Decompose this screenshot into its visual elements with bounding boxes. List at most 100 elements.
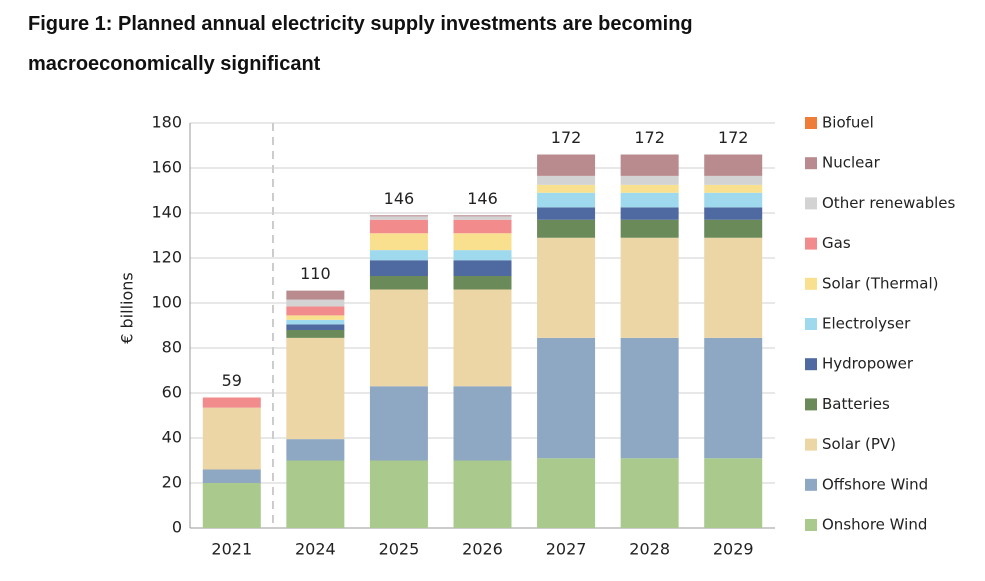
legend-swatch [805,519,817,531]
bar-segment [453,215,512,217]
y-tick-label: 60 [162,383,182,402]
bar-segment [537,458,596,528]
bar-segment [202,469,261,483]
bar-segment [453,260,512,276]
bar-segment [286,319,345,325]
x-tick-label: 2026 [462,540,503,559]
legend-swatch [805,358,817,371]
bar-segment [286,324,345,330]
legend-label: Biofuel [822,114,874,132]
legend-label: Solar (PV) [822,435,896,453]
bar-segment [620,458,679,528]
legend-swatch [805,318,817,330]
x-tick-label: 2024 [295,540,336,559]
bar-segment [537,184,596,193]
bar-segment [286,306,345,316]
legend-label: Onshore Wind [822,516,927,534]
total-label: 146 [384,189,415,208]
legend-label: Gas [822,234,851,252]
bar-segment [369,250,428,261]
bar-segment [537,154,596,176]
bar-segment [704,192,763,208]
bar-segment [704,154,763,176]
legend-swatch [805,478,817,491]
x-tick-label: 2028 [629,540,670,559]
bar-segment [453,276,512,290]
total-label: 172 [718,128,749,147]
bar-segment [453,250,512,261]
bar-segment [286,337,345,440]
legend-swatch [805,438,817,451]
bar-segment [537,337,596,459]
bar-segment [537,219,596,238]
bar-segment [453,386,512,461]
legend-label: Offshore Wind [822,475,928,493]
total-label: 172 [551,128,582,147]
bar-segment [453,233,512,251]
x-tick-label: 2025 [379,540,420,559]
bar-segment [704,184,763,193]
x-tick-label: 2029 [713,540,754,559]
bar-segment [620,219,679,238]
bar-segment [369,233,428,251]
legend-label: Electrolyser [822,315,911,333]
legend-label: Hydropower [822,355,914,373]
bar-segment [286,439,345,461]
legend-swatch [805,117,817,129]
bar-segment [453,460,512,528]
bar-segment [620,175,679,185]
total-label: 59 [222,371,242,390]
bar-segment [620,192,679,208]
bar-segment [286,290,345,300]
bar-segment [537,237,596,338]
total-label: 146 [467,189,498,208]
bar-segment [620,207,679,220]
y-tick-label: 140 [151,203,182,222]
legend-swatch [805,237,817,250]
bar-segment [453,289,512,387]
bar-segment [704,237,763,338]
bar-segment [202,407,261,470]
bar-segment [369,219,428,234]
legend-label: Nuclear [822,154,881,172]
legend-label: Batteries [822,395,890,413]
bar-segment [704,175,763,185]
bar-segment [620,154,679,176]
x-tick-label: 2027 [546,540,587,559]
bar-segment [369,289,428,387]
total-label: 110 [300,264,331,283]
y-tick-label: 100 [151,293,182,312]
bar-segment [704,458,763,528]
bar-segment [369,276,428,290]
bar-segment [620,184,679,193]
chart-title: Figure 1: Planned annual electricity sup… [28,13,693,75]
bar-segment [369,215,428,217]
bar-segment [286,460,345,528]
bar-segment [369,216,428,220]
bar-segment [453,219,512,234]
bar-segment [620,337,679,459]
bar-segment [202,483,261,528]
y-tick-label: 20 [162,473,182,492]
y-tick-label: 80 [162,338,182,357]
legend-label: Other renewables [822,194,956,212]
bar-segment [537,192,596,208]
bar-segment [620,237,679,338]
y-tick-label: 0 [172,518,182,537]
bar-segment [286,299,345,307]
bar-segment [537,175,596,185]
bar-segment [369,260,428,276]
legend-label: Solar (Thermal) [822,274,938,292]
bar-segment [537,207,596,220]
bar-segment [704,219,763,238]
bar-segment [369,460,428,528]
total-label: 172 [634,128,665,147]
legend-swatch [805,398,817,411]
bar-segment [286,315,345,320]
legend-swatch [805,197,817,210]
bar-segment [453,216,512,220]
bar-segment [369,386,428,461]
bar-segment [202,397,261,408]
bar-segment [704,207,763,220]
